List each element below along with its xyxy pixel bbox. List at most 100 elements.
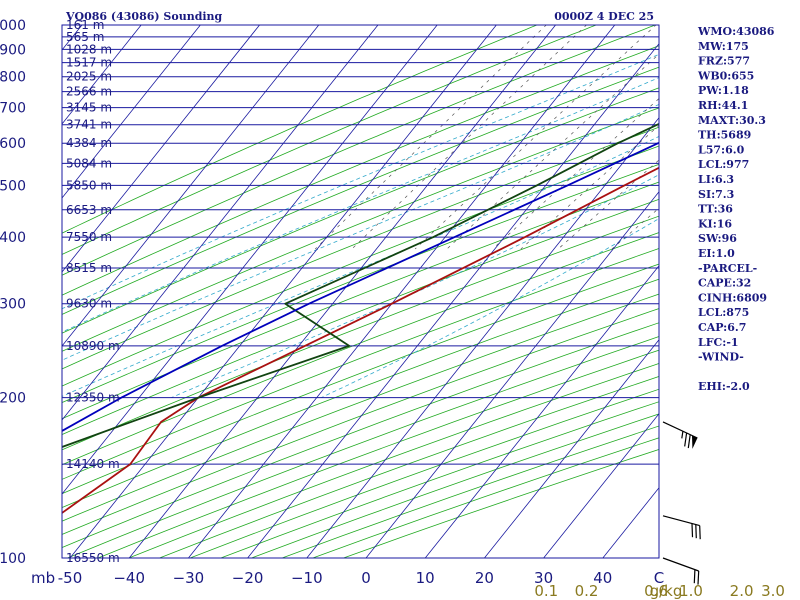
temperature-label: −20 — [232, 569, 264, 587]
wind-barb — [662, 421, 698, 449]
height-label: 5084 m — [66, 156, 112, 170]
grid-layer — [62, 25, 659, 558]
sounding-index: SI:7.3 — [698, 188, 734, 201]
wind-barb — [662, 557, 700, 585]
sounding-index: WB0:655 — [697, 69, 754, 82]
valid-time: 0000Z 4 DEC 25 — [554, 10, 654, 23]
dry-adiabat — [67, 336, 659, 558]
dry-adiabat — [62, 263, 659, 495]
parcel-trace — [62, 141, 659, 432]
temperature-label: -50 — [58, 569, 83, 587]
height-label: 8515 m — [66, 261, 112, 275]
dry-adiabat — [62, 87, 659, 334]
isotherm — [62, 25, 379, 421]
isotherm — [424, 265, 659, 558]
dry-adiabat — [62, 215, 659, 451]
height-label: 1028 m — [66, 42, 112, 56]
height-label: 565 m — [66, 30, 104, 44]
isotherm — [187, 25, 616, 558]
temperature-label: −30 — [173, 569, 205, 587]
temperature-label: 20 — [475, 569, 494, 587]
dry-adiabat — [62, 278, 659, 509]
temperature-label: 0 — [361, 569, 371, 587]
height-label: 2025 m — [66, 70, 112, 84]
height-label: 16550 m — [66, 551, 120, 565]
wind-barb-half-flag — [681, 431, 684, 439]
dry-adiabat — [62, 248, 659, 480]
mixing-ratio-label: 1.0 — [679, 582, 703, 600]
temperature-trace — [62, 166, 659, 515]
sounding-index: LCL:977 — [698, 158, 749, 171]
dry-adiabat — [62, 107, 659, 352]
plot-background — [62, 25, 659, 558]
wind-barb-pennant — [692, 435, 698, 449]
sounding-index: LI:6.3 — [698, 173, 734, 186]
sounding-index: CINH:6809 — [698, 291, 767, 304]
sounding-index: SW:96 — [698, 232, 737, 245]
sounding-index: MW:175 — [698, 40, 749, 53]
mixing-ratio-label: 3.0 — [761, 582, 785, 600]
pressure-label: 700 — [0, 101, 26, 117]
wind-barb-flag — [693, 569, 696, 584]
isotherm — [62, 25, 438, 495]
dry-adiabat — [62, 181, 659, 420]
mixing-ratio-unit-label: g/kg — [650, 582, 683, 600]
temperature-label: 40 — [593, 569, 612, 587]
mixing-ratio-line — [314, 25, 547, 250]
sounding-index: TT:36 — [698, 203, 733, 216]
mixing-ratio-label: 0.6 — [644, 582, 668, 600]
isotherm — [306, 117, 659, 558]
sounding-index: WMO:43086 — [697, 25, 775, 38]
height-label: 14140 m — [66, 457, 120, 471]
wind-barb-flag — [684, 432, 688, 447]
isotherm — [247, 43, 659, 558]
sounding-index: EHI:-2.0 — [698, 380, 750, 393]
isotherm — [365, 191, 659, 558]
plot-frame — [61, 24, 660, 559]
sounding-index: TH:5689 — [698, 129, 751, 142]
pressure-label: 100 — [0, 551, 26, 567]
height-label: 10890 m — [66, 339, 120, 353]
wind-barb-staff — [662, 515, 700, 527]
sounding-index: LCL:875 — [698, 306, 749, 319]
pressure-label: 300 — [0, 297, 26, 313]
dewpoint-trace — [62, 122, 659, 448]
height-label: 5850 m — [66, 178, 112, 192]
isotherm — [62, 25, 320, 347]
dry-adiabat — [62, 66, 659, 315]
pressure-label: 900 — [0, 42, 26, 58]
temperature-label: 30 — [534, 569, 553, 587]
dry-adiabat — [62, 232, 659, 466]
isotherm — [62, 25, 142, 125]
chart-title: VQ086 (43086) Sounding — [65, 10, 223, 23]
height-label: 3145 m — [66, 101, 112, 115]
sounding-index: MAXT:30.3 — [698, 114, 766, 127]
dry-adiabat — [62, 45, 659, 296]
height-label: 7550 m — [66, 230, 112, 244]
pressure-label: 400 — [0, 230, 26, 246]
dry-adiabat — [62, 322, 659, 548]
isotherm — [128, 25, 557, 558]
pressure-label: 500 — [0, 178, 26, 194]
wind-barb-flag — [691, 523, 694, 538]
sounding-index: -WIND- — [698, 351, 744, 364]
isotherm — [62, 25, 201, 199]
moist-adiabat — [62, 104, 659, 361]
sounding-index: EI:1.0 — [698, 247, 735, 260]
isotherm — [69, 25, 497, 558]
mixing-ratio-line — [414, 25, 657, 250]
dry-adiabat — [62, 308, 659, 535]
mixing-ratio-label: 0.1 — [534, 582, 558, 600]
sounding-index: KI:16 — [698, 217, 732, 230]
wind-barb-staff — [662, 421, 698, 439]
dry-adiabat — [62, 25, 539, 234]
wind-barb-layer — [662, 421, 701, 585]
temperature-label: 10 — [416, 569, 435, 587]
sounding-index: CAPE:32 — [698, 277, 751, 290]
isotherm — [483, 339, 659, 558]
pressure-unit-label: mb — [31, 569, 55, 587]
wind-barb-flag — [695, 524, 697, 539]
height-label: 1517 m — [66, 56, 112, 70]
moist-adiabat — [62, 77, 659, 333]
label-layer: 1000900800700600500400300200100161 m565 … — [0, 18, 785, 600]
